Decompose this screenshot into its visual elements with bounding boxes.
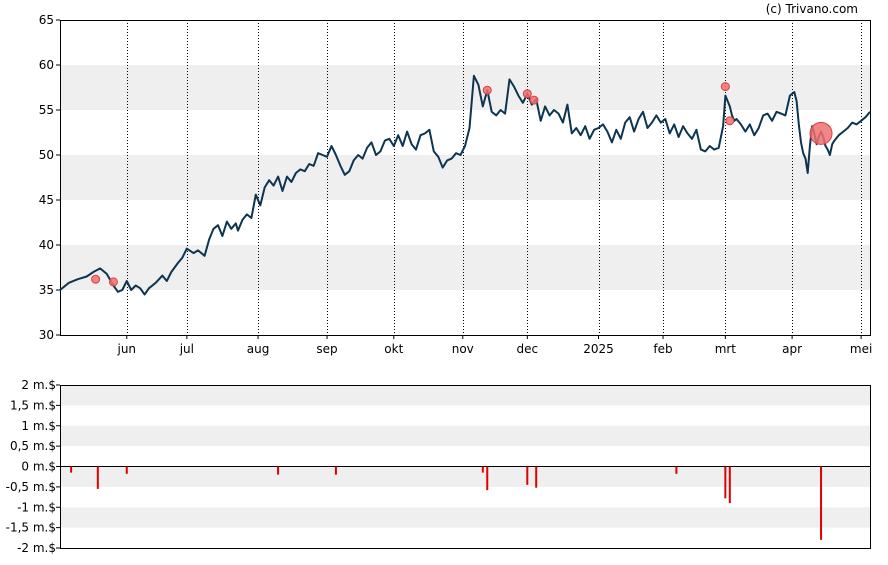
volume-bar: [526, 466, 529, 485]
price-ytick-label: 50: [39, 148, 54, 162]
volume-panel-bands: [60, 385, 870, 528]
chart-credit: (c) Trivano.com: [766, 2, 858, 16]
price-panel-frame: [60, 20, 871, 336]
volume-bar: [724, 466, 727, 499]
volume-bar: [481, 466, 484, 473]
trade-marker: [108, 277, 118, 287]
volume-ytick-label: 0 m.$: [21, 460, 56, 474]
price-xtick-label: nov: [452, 342, 474, 356]
price-band: [60, 155, 870, 200]
volume-ytick-label: 1 m.$: [21, 419, 56, 433]
price-y-axis-ticks: 30 35 40 45 50 55 60 65: [39, 13, 60, 342]
volume-ytick-label: -0,5 m.$: [6, 480, 56, 494]
price-ytick-label: 35: [39, 283, 54, 297]
volume-ytick-label: 1,5 m.$: [10, 398, 56, 412]
volume-y-axis-ticks: 2 m.$ 1,5 m.$ 1 m.$ 0,5 m.$ 0 m.$ -0,5 m.$ -1 …: [6, 378, 60, 555]
volume-bar: [535, 466, 538, 488]
price-x-axis-ticks: jun jul aug sep okt nov dec 2025 feb mrt apr mei: [116, 335, 872, 356]
price-xtick-label: aug: [247, 342, 270, 356]
volume-bar: [334, 466, 337, 475]
volume-ytick-label: -1,5 m.$: [6, 521, 56, 535]
price-ytick-label: 40: [39, 238, 54, 252]
price-band: [60, 65, 870, 110]
volume-ytick-label: 0,5 m.$: [10, 439, 56, 453]
volume-bar: [277, 466, 280, 475]
price-ytick-label: 65: [39, 13, 54, 27]
price-series-line: [59, 74, 871, 296]
price-xtick-label: apr: [782, 342, 802, 356]
price-xtick-label: jun: [116, 342, 136, 356]
price-xtick-label: jul: [179, 342, 194, 356]
trade-marker: [522, 89, 532, 99]
volume-bars: [70, 466, 823, 540]
volume-ytick-label: -1 m.$: [17, 500, 56, 514]
volume-bar: [675, 466, 678, 474]
volume-bar: [486, 466, 489, 491]
volume-band: [60, 425, 870, 447]
price-panel-bands: [60, 65, 870, 290]
trade-marker: [529, 95, 539, 105]
price-xtick-label: dec: [517, 342, 539, 356]
volume-bar: [820, 466, 823, 540]
volume-ytick-label: -2 m.$: [17, 541, 56, 555]
trade-marker: [725, 116, 735, 126]
price-xtick-label: 2025: [583, 342, 614, 356]
price-ytick-label: 45: [39, 193, 54, 207]
volume-ytick-label: 2 m.$: [21, 378, 56, 392]
trade-marker: [482, 85, 492, 95]
price-xtick-label: mrt: [715, 342, 737, 356]
trade-markers: [91, 82, 833, 287]
price-band: [60, 245, 870, 290]
price-xtick-label: sep: [316, 342, 337, 356]
trade-marker: [91, 274, 101, 284]
price-xtick-label: mei: [850, 342, 872, 356]
volume-band: [60, 385, 870, 406]
price-ytick-label: 30: [39, 328, 54, 342]
volume-bar: [96, 466, 99, 489]
volume-bar: [728, 466, 731, 504]
price-xtick-label: feb: [653, 342, 672, 356]
volume-bar: [70, 466, 73, 473]
trade-marker: [720, 82, 730, 92]
price-ytick-label: 55: [39, 103, 54, 117]
volume-bar: [125, 466, 128, 474]
price-xtick-label: okt: [384, 342, 403, 356]
volume-band: [60, 466, 870, 487]
price-ytick-label: 60: [39, 58, 54, 72]
volume-band: [60, 507, 870, 528]
trade-marker: [809, 121, 833, 145]
